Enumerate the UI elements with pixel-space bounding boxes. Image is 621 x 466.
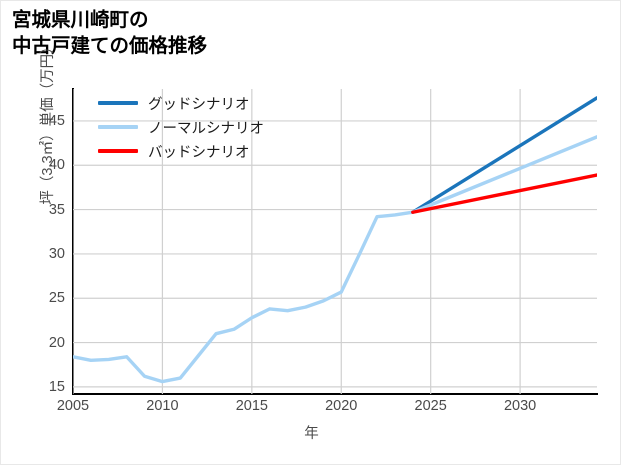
legend-swatch-normal [98,125,138,129]
y-tick-label: 15 [48,378,65,395]
y-tick-label: 40 [48,157,65,174]
x-axis-spine [72,393,598,395]
series-line [411,135,597,214]
y-tick-labels: 15 20 25 30 35 40 45 [29,1,65,466]
legend-swatch-bad [98,149,138,153]
line-chart-svg [73,89,597,394]
x-tick-label: 2010 [146,398,179,414]
gridlines [73,89,597,394]
y-tick-label: 45 [48,112,65,129]
chart-title: 宮城県川崎町の 中古戸建ての価格推移 [12,9,208,57]
y-axis-label: 坪（3.3㎡）単価（万円） [39,39,56,205]
y-tick-label: 35 [48,201,65,218]
series-line [411,173,597,214]
x-tick-label: 2020 [325,398,358,414]
chart-legend: グッドシナリオ ノーマルシナリオ バッドシナリオ [98,91,308,163]
series-line [411,96,597,214]
y-tick-label: 25 [48,290,65,307]
legend-item-normal: ノーマルシナリオ [98,115,308,139]
plot-area [73,89,597,394]
y-axis-label-wrap: 坪（3.3㎡）単価（万円） [35,0,57,257]
series-line [73,210,415,384]
x-tick-label: 2030 [503,398,537,414]
y-tick-label: 30 [48,245,65,262]
legend-swatch-good [98,101,138,105]
legend-label-bad: バッドシナリオ [148,144,250,161]
y-tick-label: 20 [48,334,65,351]
x-axis-label: 年 [304,426,319,442]
legend-item-good: グッドシナリオ [98,91,308,115]
legend-item-bad: バッドシナリオ [98,139,308,163]
x-tick-label: 2015 [235,398,268,414]
legend-label-normal: ノーマルシナリオ [148,120,264,137]
x-tick-label: 2025 [414,398,447,414]
legend-label-good: グッドシナリオ [148,96,250,113]
data-lines [73,96,597,384]
x-tick-label: 2005 [56,398,90,414]
